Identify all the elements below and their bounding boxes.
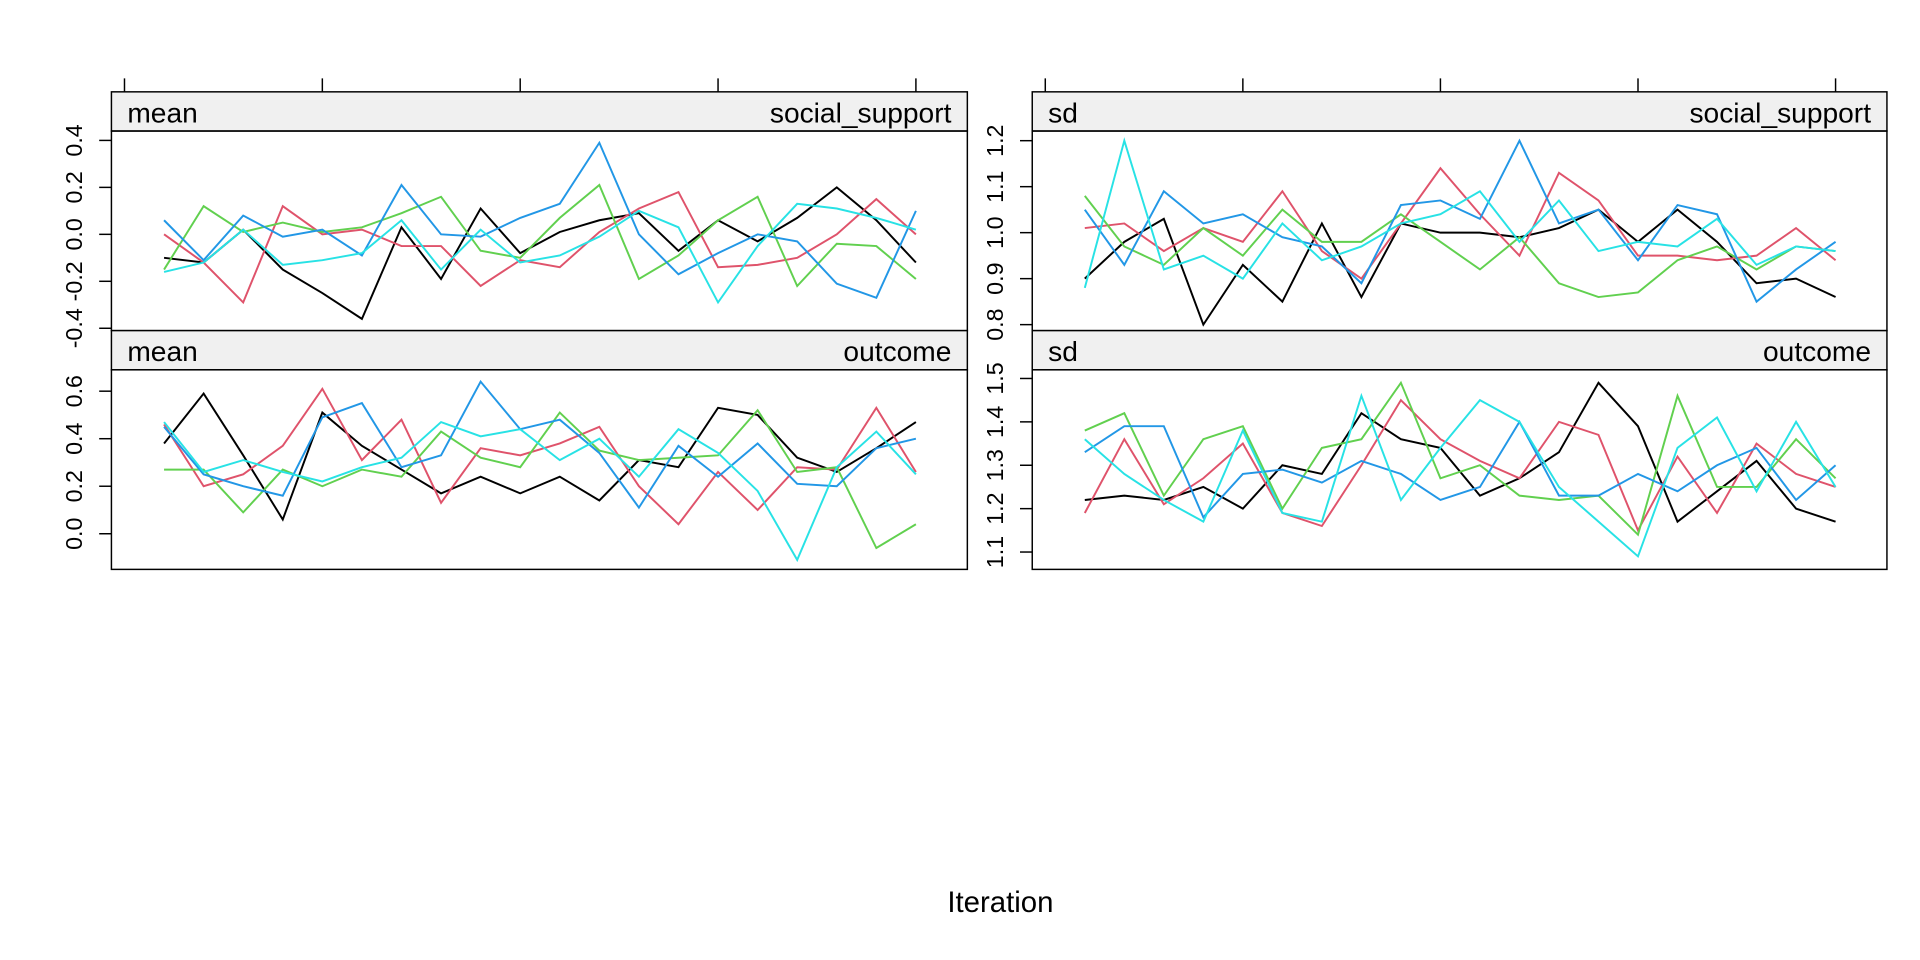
y-tick-label: 1.1 — [982, 171, 1008, 203]
series-line — [1084, 195, 1836, 299]
series-line — [163, 186, 917, 321]
series-line — [163, 386, 917, 526]
y-tick-label: 0.6 — [61, 375, 87, 407]
series-line — [1084, 419, 1837, 520]
strip-label: social_support — [770, 97, 952, 128]
x-axis-label: Iteration — [947, 886, 1053, 919]
strip — [110, 329, 969, 371]
series-line — [163, 202, 917, 305]
panel-frame — [110, 369, 969, 571]
strip-label: social_support — [1689, 97, 1871, 128]
series-line — [163, 379, 917, 510]
y-tick-label: 0.0 — [61, 218, 87, 250]
y-tick-label: 0.4 — [61, 124, 87, 156]
strip-label: mean — [127, 97, 197, 128]
y-tick-label: 1.0 — [982, 216, 1008, 248]
y-tick-label: 0.0 — [61, 518, 87, 550]
series-line — [1084, 166, 1837, 281]
series-line — [163, 391, 917, 522]
y-tick-label: 0.4 — [61, 422, 87, 454]
y-tick-label: 1.4 — [982, 406, 1008, 438]
series-line — [1084, 392, 1837, 559]
series-line — [1084, 208, 1836, 327]
y-tick-label: 0.9 — [982, 262, 1008, 294]
series-line — [1084, 138, 1837, 304]
y-tick-label: 1.3 — [982, 449, 1008, 481]
strip-label: sd — [1048, 336, 1078, 367]
series-line — [1083, 398, 1836, 533]
y-tick-label: 1.5 — [982, 362, 1008, 394]
series-line — [163, 190, 917, 305]
y-tick-label: 1.2 — [982, 492, 1008, 524]
series-line — [163, 140, 917, 299]
panel-frame — [1031, 369, 1888, 571]
strip — [110, 91, 969, 132]
strip-label: outcome — [843, 336, 951, 367]
series-line — [164, 408, 917, 550]
strip-label: outcome — [1763, 336, 1871, 367]
y-tick-label: -0.4 — [61, 308, 87, 348]
series-line — [1084, 380, 1837, 537]
strip-label: mean — [127, 336, 197, 367]
series-line — [163, 183, 917, 288]
series-line — [1083, 137, 1836, 289]
y-tick-label: 1.1 — [982, 536, 1008, 568]
strip — [1031, 329, 1888, 371]
y-tick-label: 1.2 — [982, 125, 1008, 157]
series-line — [163, 420, 917, 563]
strip-label: sd — [1048, 97, 1078, 128]
y-tick-label: 0.2 — [61, 171, 87, 203]
y-tick-label: -0.2 — [61, 261, 87, 301]
y-tick-label: 0.2 — [61, 470, 87, 502]
y-tick-label: 0.8 — [982, 308, 1008, 340]
